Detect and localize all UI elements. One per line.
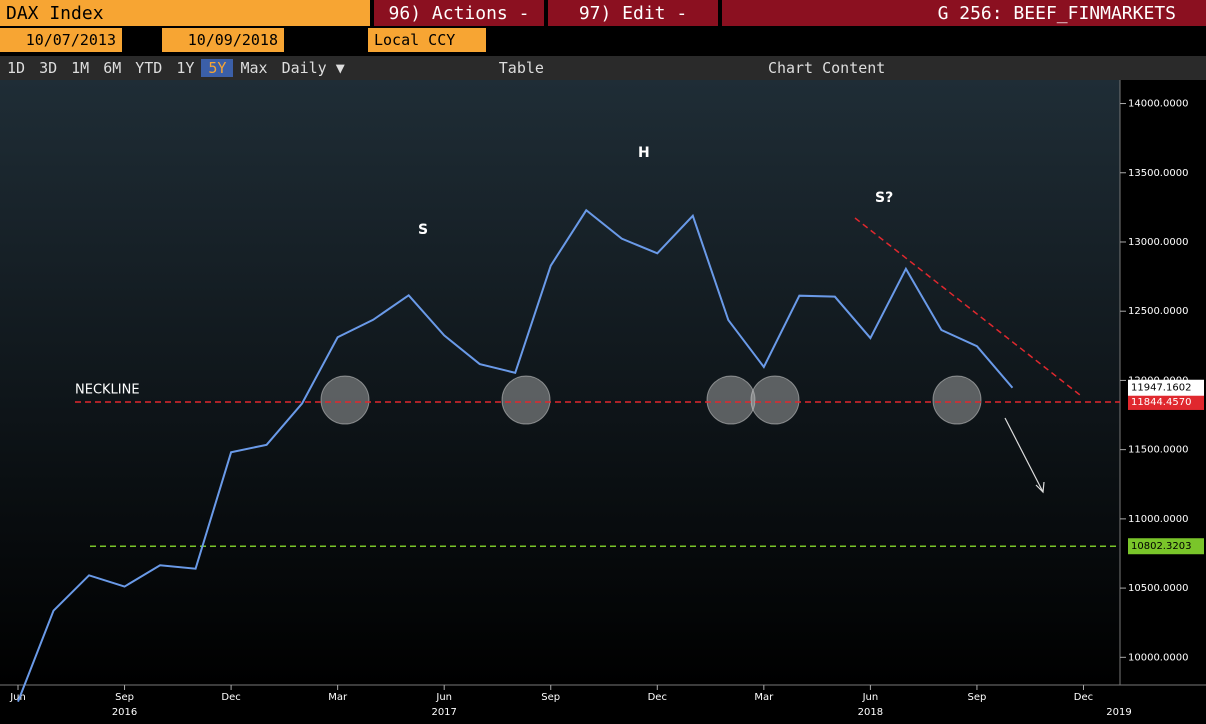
y-tick-label: 10500.0000 xyxy=(1128,583,1188,594)
y-tick-label: 10000.0000 xyxy=(1128,652,1188,663)
toolbar: 1D 3D 1M 6M YTD 1Y 5Y Max Daily ▼ Table … xyxy=(0,56,1206,80)
period-button[interactable]: 5Y xyxy=(201,59,234,77)
annotation: H xyxy=(638,145,650,161)
table-button[interactable]: Table xyxy=(498,59,544,77)
x-tick-label: Dec xyxy=(221,692,240,703)
last-tag xyxy=(1128,379,1204,396)
x-tick-label: Jun xyxy=(9,692,26,703)
x-tick-label: Sep xyxy=(541,692,560,703)
x-tick-label: Jun xyxy=(435,692,452,703)
level-tag xyxy=(1128,538,1204,555)
y-tick-label: 11500.0000 xyxy=(1128,445,1188,456)
trend-line xyxy=(854,217,1081,396)
end-date[interactable]: 10/09/2018 xyxy=(162,28,284,52)
x-tick-label: Mar xyxy=(754,692,774,703)
arrow xyxy=(1004,417,1044,493)
annotation: S xyxy=(418,222,428,238)
x-tick-label: Sep xyxy=(115,692,134,703)
level-label: 11844.4570 xyxy=(1131,397,1191,408)
y-tick-label: 11000.0000 xyxy=(1128,514,1188,525)
currency[interactable]: Local CCY xyxy=(368,28,486,52)
period-button[interactable]: Max xyxy=(240,59,268,77)
y-tick-label: 14000.0000 xyxy=(1128,99,1188,110)
annotation: S? xyxy=(875,190,893,206)
last-label: 11947.1602 xyxy=(1131,383,1191,394)
page-name: G 256: BEEF_FINMARKETS xyxy=(722,0,1206,26)
range-bar: 10/07/2013 10/09/2018 Local CCY xyxy=(0,28,1206,52)
y-tick-label: 13000.0000 xyxy=(1128,237,1188,248)
x-tick-label: Sep xyxy=(968,692,987,703)
level-label: 10802.3203 xyxy=(1131,541,1191,552)
chart: 10000.0000 10500.0000 11000.0000 11500.0000… xyxy=(0,80,1206,718)
period-button[interactable]: YTD xyxy=(135,59,163,77)
period-button[interactable]: 1D xyxy=(7,59,26,77)
price-line xyxy=(17,208,1014,702)
x-tick-label: Mar xyxy=(328,692,348,703)
x-tick-label: Jun xyxy=(862,692,879,703)
arrow-head xyxy=(1035,481,1045,494)
security: DAX Index xyxy=(0,0,370,26)
start-date[interactable]: 10/07/2013 xyxy=(0,28,122,52)
annotation: NECKLINE xyxy=(75,382,140,397)
year-label: 2016 xyxy=(112,707,137,718)
content-button[interactable]: Chart Content xyxy=(767,59,886,77)
plot-background xyxy=(0,80,1120,685)
period-button[interactable]: 1Y xyxy=(176,59,195,77)
actions-button[interactable]: 96) Actions - xyxy=(374,0,544,26)
highlight-circles xyxy=(320,375,982,425)
title-bar: DAX Index 96) Actions - 97) Edit - G 256… xyxy=(0,0,1206,26)
period-button[interactable]: 3D xyxy=(39,59,58,77)
frequency[interactable]: Daily ▼ xyxy=(281,59,345,77)
year-label: 2018 xyxy=(858,707,883,718)
year-label: 2019 xyxy=(1106,707,1131,718)
year-label: 2017 xyxy=(431,707,456,718)
period-button[interactable]: 1M xyxy=(71,59,90,77)
period-button[interactable]: 6M xyxy=(103,59,122,77)
x-tick-label: Dec xyxy=(648,692,667,703)
x-tick-label: Dec xyxy=(1074,692,1093,703)
y-tick-label: 13500.0000 xyxy=(1128,168,1188,179)
level-tag xyxy=(1128,393,1204,410)
y-tick-label: 12500.0000 xyxy=(1128,306,1188,317)
edit-button[interactable]: 97) Edit - xyxy=(548,0,718,26)
